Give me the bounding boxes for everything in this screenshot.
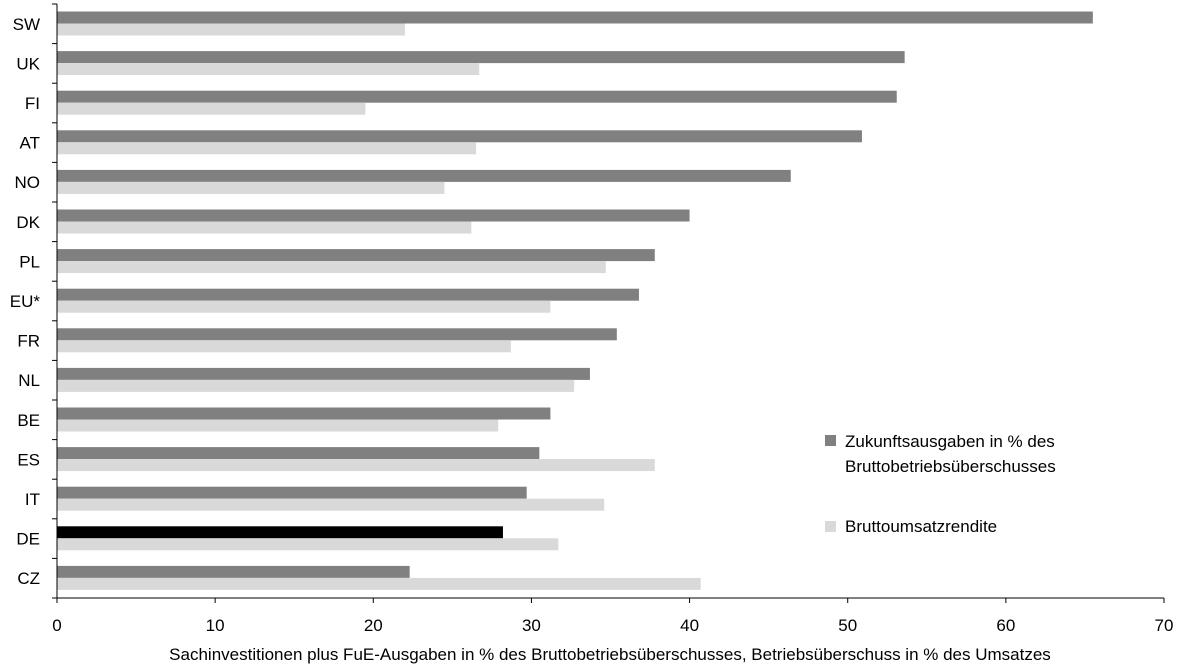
bar-zukunftsausgaben-1: [57, 51, 905, 64]
x-tick-label: 30: [522, 616, 541, 635]
bar-bruttoumsatzrendite-0: [57, 23, 405, 36]
x-tick-label: 50: [838, 616, 857, 635]
bar-bruttoumsatzrendite-14: [57, 577, 701, 590]
bar-bruttoumsatzrendite-13: [57, 538, 559, 551]
bar-bruttoumsatzrendite-7: [57, 300, 551, 313]
legend-swatch-series-1: [825, 435, 836, 446]
bar-bruttoumsatzrendite-1: [57, 63, 480, 76]
category-label-14: CZ: [17, 569, 40, 588]
bar-bruttoumsatzrendite-6: [57, 261, 606, 274]
bar-zukunftsausgaben-12: [57, 486, 527, 499]
x-tick-label: 20: [364, 616, 383, 635]
bar-zukunftsausgaben-14: [57, 565, 410, 578]
bar-zukunftsausgaben-9: [57, 367, 590, 380]
x-tick-label: 0: [52, 616, 61, 635]
bar-bruttoumsatzrendite-4: [57, 181, 445, 194]
category-label-9: NL: [18, 371, 40, 390]
bars-group: [57, 11, 1093, 590]
legend-label-series-1: Zukunftsausgaben in % des Bruttobetriebs…: [845, 429, 1056, 479]
bar-bruttoumsatzrendite-8: [57, 340, 511, 353]
legend-label-series-1-line-2: Bruttobetriebsüberschusses: [845, 457, 1056, 476]
category-label-13: DE: [16, 530, 40, 549]
x-axis: 0 10 20 30 40 50 60 70: [52, 3, 1174, 635]
category-label-5: DK: [16, 213, 40, 232]
category-label-10: BE: [17, 411, 40, 430]
bar-bruttoumsatzrendite-2: [57, 102, 366, 115]
category-label-4: NO: [15, 173, 41, 192]
bar-bruttoumsatzrendite-3: [57, 142, 477, 155]
bar-zukunftsausgaben-7: [57, 288, 639, 301]
legend-label-series-2: Bruttoumsatzrendite: [845, 517, 998, 536]
category-label-2: FI: [25, 94, 40, 113]
bar-zukunftsausgaben-11: [57, 447, 540, 460]
category-label-1: UK: [16, 54, 40, 73]
legend-label-series-1-line-1: Zukunftsausgaben in % des: [845, 432, 1055, 451]
category-label-6: PL: [19, 252, 40, 271]
bar-zukunftsausgaben-5: [57, 209, 690, 222]
bar-zukunftsausgaben-3: [57, 130, 862, 143]
bar-zukunftsausgaben-10: [57, 407, 551, 420]
x-tick-label: 10: [206, 616, 225, 635]
bar-bruttoumsatzrendite-12: [57, 498, 605, 511]
bar-zukunftsausgaben-4: [57, 169, 791, 182]
bar-zukunftsausgaben-6: [57, 249, 655, 262]
bar-bruttoumsatzrendite-10: [57, 419, 499, 432]
category-labels: SW UK FI AT NO DK PL EU* FR NL BE ES IT DE CZ: [10, 15, 41, 588]
x-axis-title: Sachinvestitionen plus FuE-Ausgaben in %…: [169, 645, 1051, 664]
category-label-7: EU*: [10, 292, 41, 311]
x-tick-label: 70: [1155, 616, 1174, 635]
bar-bruttoumsatzrendite-9: [57, 379, 575, 392]
bar-zukunftsausgaben-13: [57, 526, 503, 539]
x-tick-label: 40: [680, 616, 699, 635]
x-tick-label: 60: [996, 616, 1015, 635]
category-label-0: SW: [13, 15, 40, 34]
category-label-12: IT: [25, 490, 40, 509]
bar-zukunftsausgaben-0: [57, 11, 1093, 24]
bar-zukunftsausgaben-2: [57, 90, 897, 103]
category-label-11: ES: [17, 450, 40, 469]
category-label-3: AT: [20, 134, 40, 153]
bar-bruttoumsatzrendite-11: [57, 459, 655, 472]
bar-bruttoumsatzrendite-5: [57, 221, 472, 234]
legend-swatch-series-2: [825, 521, 836, 532]
category-label-8: FR: [17, 332, 40, 351]
bar-zukunftsausgaben-8: [57, 328, 617, 341]
